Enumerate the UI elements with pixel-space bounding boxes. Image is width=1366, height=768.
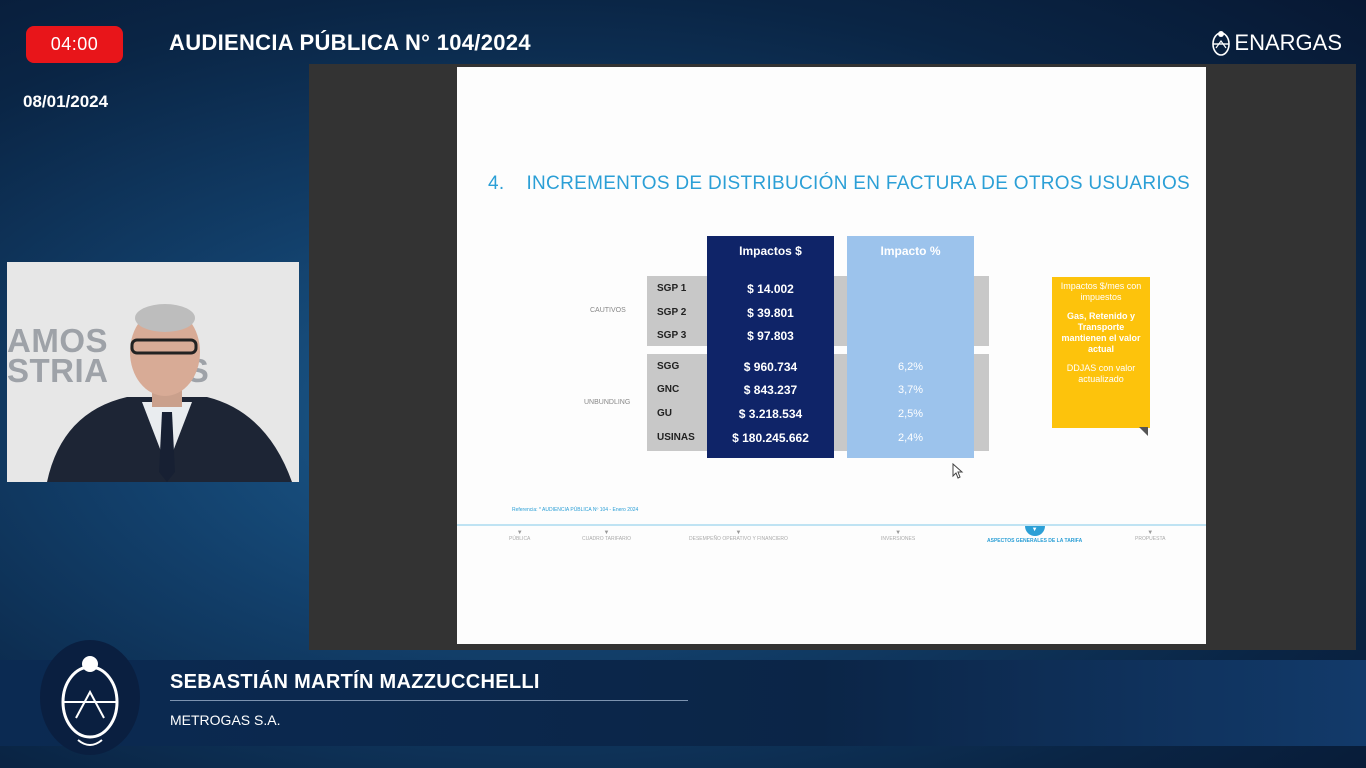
step-marker-icon: ▼	[1147, 530, 1154, 536]
impactos-column: Impactos $ $ 14.002 $ 39.801 $ 97.803 $ …	[707, 236, 834, 458]
impacto-pct-header: Impacto %	[880, 244, 941, 258]
brand-name: ENARGAS	[1234, 30, 1342, 55]
mouse-cursor-icon	[952, 463, 964, 479]
impacto-pct-value: 2,5%	[897, 408, 924, 420]
row-label: USINAS	[657, 432, 695, 443]
impacto-value: $ 3.218.534	[738, 407, 803, 421]
presentation-slide: 4. INCREMENTOS DE DISTRIBUCIÓN EN FACTURA…	[457, 67, 1206, 644]
hearing-date: 08/01/2024	[23, 92, 109, 111]
name-divider	[170, 700, 688, 701]
group-label-unbundling: UNBUNDLING	[584, 399, 631, 406]
impacto-value: $ 180.245.662	[732, 431, 809, 445]
note-fold-corner	[1139, 427, 1148, 436]
row-label: SGP 3	[657, 330, 687, 341]
impacto-pct-value: 2,4%	[897, 432, 924, 444]
slide-nav-step[interactable]: ▼ INVERSIONES	[881, 530, 916, 542]
step-marker-icon: ▼	[603, 530, 610, 536]
impacto-value: $ 14.002	[747, 282, 794, 296]
slide-nav-step[interactable]: ▼ DESEMPEÑO OPERATIVO Y FINANCIERO	[689, 530, 788, 542]
speaker-lower-third	[0, 660, 1366, 746]
step-marker-icon: ▼	[516, 530, 523, 536]
note-text-1: Impactos $/mes con impuestos	[1060, 281, 1142, 302]
coat-of-arms-icon	[1212, 31, 1231, 56]
speaker-name: SEBASTIÁN MARTÍN MAZZUCCHELLI	[170, 671, 540, 693]
active-step-marker-icon: ▼	[1024, 526, 1045, 536]
group-label-cautivos: CAUTIVOS	[590, 307, 626, 314]
impacto-value: $ 97.803	[747, 329, 794, 343]
row-label: GNC	[657, 384, 680, 395]
impacto-pct-value: 3,7%	[897, 384, 924, 396]
speaker-video-feed: AMOS STRIA GAS	[7, 262, 299, 482]
impacto-value: $ 843.237	[743, 383, 798, 397]
note-text-3: DDJAS con valor actualizado	[1066, 363, 1136, 384]
slide-footnote: Referencia: * AUDIENCIA PÚBLICA Nº 104 -…	[512, 507, 639, 513]
slide-nav-step-active[interactable]: ▼ ASPECTOS GENERALES DE LA TARIFA	[987, 526, 1083, 544]
countdown-timer: 04:00	[26, 26, 123, 63]
row-label: SGP 2	[657, 307, 687, 318]
step-marker-icon: ▼	[895, 530, 902, 536]
step-marker-icon: ▼	[735, 530, 742, 536]
row-label: SGG	[657, 361, 680, 372]
row-label: GU	[657, 408, 672, 419]
impacto-value: $ 39.801	[747, 306, 794, 320]
argentina-coat-of-arms-icon	[61, 656, 119, 746]
slide-nav-step[interactable]: ▼ PÚBLICA	[509, 530, 531, 542]
slide-progress-line	[457, 524, 1206, 526]
impacto-pct-column: Impacto % 6,2% 3,7% 2,5% 2,4%	[847, 236, 974, 458]
speaker-organization: METROGAS S.A.	[170, 712, 281, 728]
impactos-header: Impactos $	[739, 244, 802, 258]
speaker-silhouette	[47, 304, 292, 482]
slide-nav-step[interactable]: ▼ CUADRO TARIFARIO	[582, 530, 631, 542]
slide-title: 4. INCREMENTOS DE DISTRIBUCIÓN EN FACTURA…	[488, 173, 1191, 194]
sticky-note: Impactos $/mes con impuestos Gas, Reteni…	[1052, 277, 1150, 428]
row-label: SGP 1	[657, 283, 687, 294]
impacto-pct-value: 6,2%	[897, 361, 924, 373]
national-emblem-badge	[40, 640, 140, 755]
impacto-value: $ 960.734	[743, 360, 798, 374]
slide-nav-step[interactable]: ▼ PROPUESTA	[1135, 530, 1166, 542]
enargas-logo: ENARGAS	[1210, 28, 1342, 58]
note-text-2: Gas, Retenido y Transporte mantienen el …	[1061, 311, 1141, 354]
hearing-title: AUDIENCIA PÚBLICA N° 104/2024	[169, 30, 531, 55]
